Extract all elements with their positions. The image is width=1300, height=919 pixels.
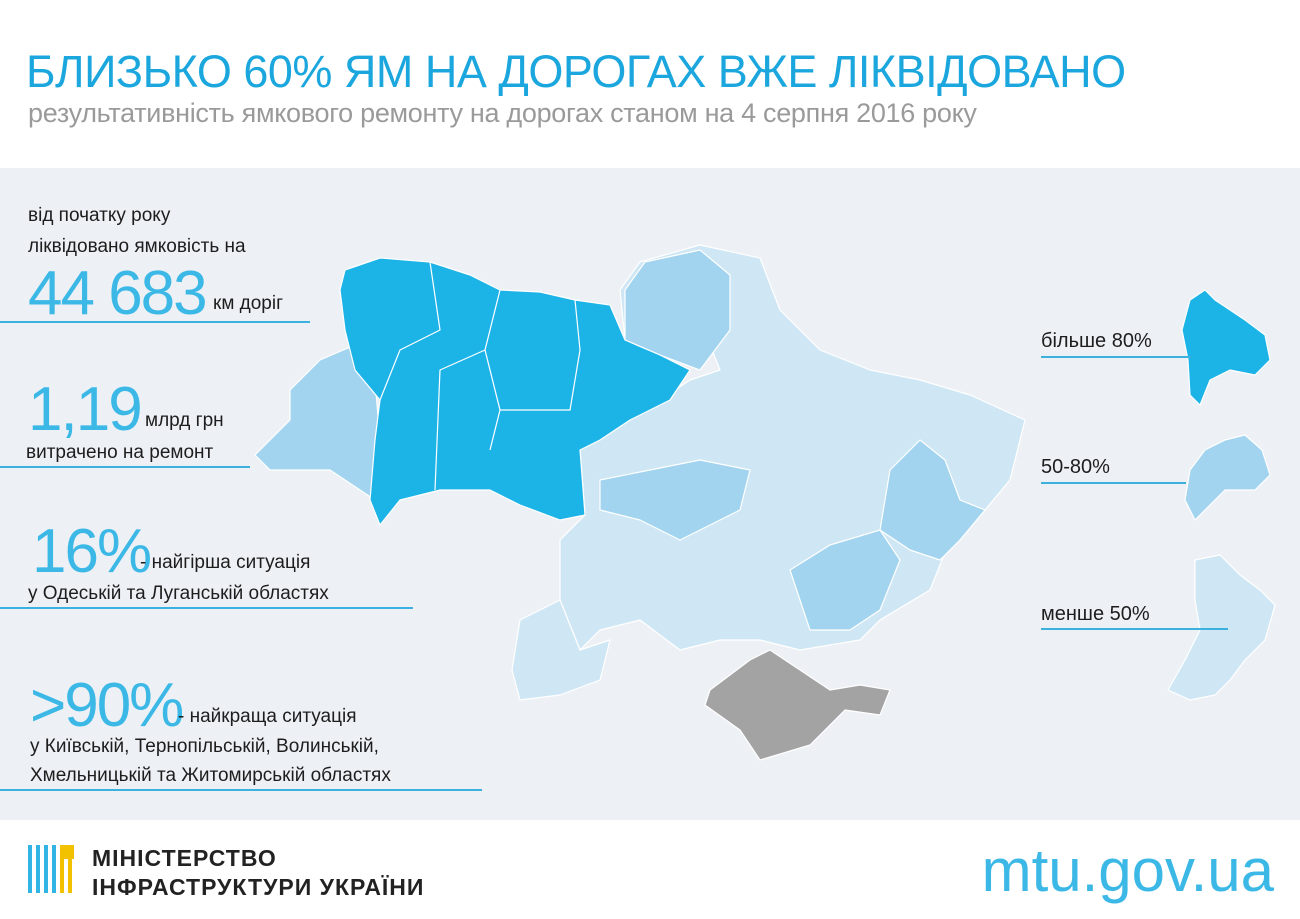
legend-line bbox=[1041, 482, 1186, 484]
logo bbox=[28, 845, 74, 893]
legend-line bbox=[1041, 628, 1228, 630]
underline bbox=[0, 466, 250, 468]
stat-unit: км доріг bbox=[213, 293, 284, 314]
legend-label: менше 50% bbox=[1041, 603, 1150, 625]
underline bbox=[0, 789, 482, 791]
legend-line bbox=[1041, 356, 1191, 358]
legend-dark-shape bbox=[1181, 289, 1271, 406]
ministry-name: ІНФРАСТРУКТУРИ УКРАЇНИ bbox=[92, 874, 425, 900]
stat-unit: - найгірша ситуація bbox=[140, 552, 311, 573]
legend-label: 50-80% bbox=[1041, 456, 1110, 478]
stat-number: 44 683 bbox=[28, 259, 208, 328]
stat-number: 1,19 bbox=[28, 375, 143, 444]
stat-unit: млрд грн bbox=[145, 410, 224, 431]
stat-number: 16% bbox=[32, 517, 152, 586]
stat-text: від початку року bbox=[28, 205, 171, 226]
stat-number: >90% bbox=[30, 671, 184, 740]
region-medium bbox=[599, 459, 751, 541]
legend-light-shape bbox=[1167, 554, 1276, 701]
website[interactable]: mtu.gov.ua bbox=[981, 837, 1274, 904]
title: БЛИЗЬКО 60% ЯМ НА ДОРОГАХ ВЖЕ ЛІКВІДОВАН… bbox=[26, 46, 1126, 97]
underline bbox=[0, 321, 310, 323]
stat-text: витрачено на ремонт bbox=[26, 442, 214, 463]
stat-text: Хмельницькій та Житомирській областях bbox=[30, 765, 391, 786]
region-light bbox=[511, 599, 611, 701]
stat-text: у Київській, Тернопільській, Волинській, bbox=[30, 736, 379, 757]
crimea bbox=[704, 649, 891, 761]
region-medium bbox=[789, 529, 901, 631]
region-dark bbox=[339, 257, 691, 526]
legend-medium-shape bbox=[1184, 434, 1271, 521]
ministry-name: МІНІСТЕРСТВО bbox=[92, 845, 277, 871]
stat-unit: - найкраща ситуація bbox=[178, 706, 357, 727]
region-medium bbox=[879, 439, 986, 561]
stat-text: у Одеській та Луганській областях bbox=[28, 583, 329, 604]
stat-text: ліквідовано ямковість на bbox=[28, 236, 246, 257]
underline bbox=[0, 607, 413, 609]
subtitle: результативність ямкового ремонту на дор… bbox=[28, 98, 977, 128]
legend-label: більше 80% bbox=[1041, 330, 1152, 352]
